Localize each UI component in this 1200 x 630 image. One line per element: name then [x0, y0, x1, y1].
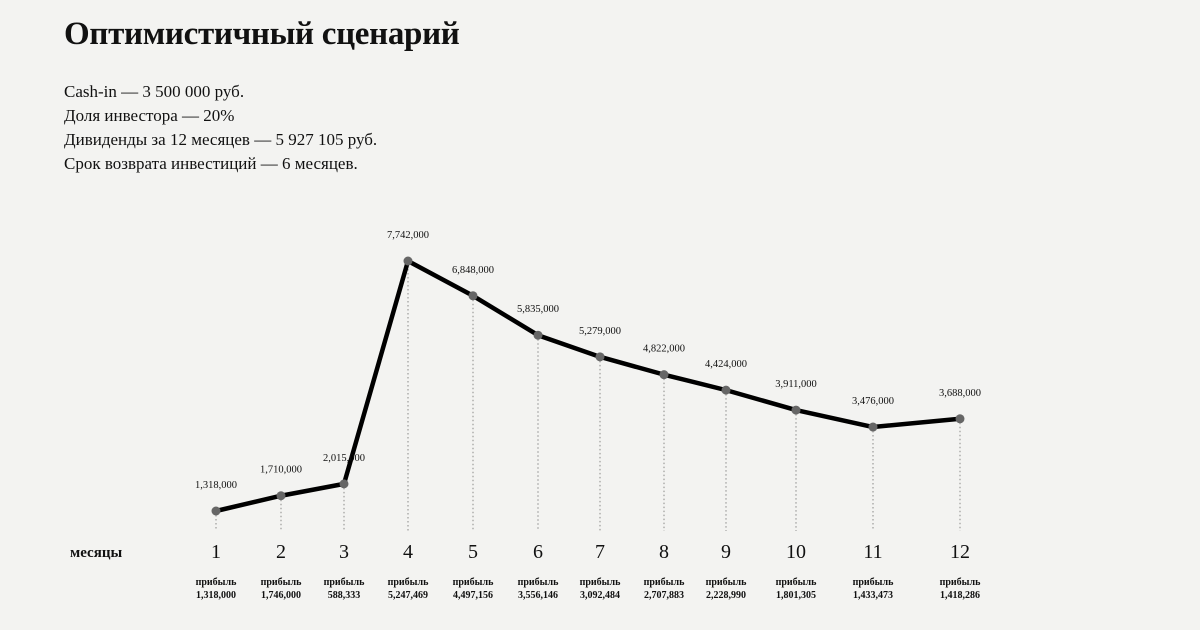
data-point-12: [955, 414, 965, 424]
profit-value-3: 588,333: [328, 590, 361, 601]
value-label-8: 4,822,000: [643, 344, 685, 355]
x-tick-label-7: 7: [595, 541, 605, 563]
value-label-4: 7,742,000: [387, 230, 429, 241]
profit-value-5: 4,497,156: [453, 590, 493, 601]
x-tick-label-6: 6: [533, 541, 543, 563]
series-line-layer: [213, 258, 963, 514]
data-point-8: [659, 370, 669, 380]
data-point-10: [791, 405, 801, 415]
markers: [211, 256, 965, 516]
summary-block: Cash-in — 3 500 000 руб. Доля инвестора …: [64, 80, 377, 176]
data-point-4: [403, 256, 413, 266]
data-point-5: [468, 291, 478, 301]
profit-value-6: 3,556,146: [518, 590, 558, 601]
data-point-6: [533, 330, 543, 340]
profit-value-8: 2,707,883: [644, 590, 684, 601]
page-title: Оптимистичный сценарий: [64, 16, 460, 52]
x-tick-label-8: 8: [659, 541, 669, 563]
x-axis: месяцы 1 2 3 4 5 6 7 8 9 10 11 12: [70, 541, 970, 563]
x-tick-label-5: 5: [468, 541, 478, 563]
profit-labels: прибыль 1,318,000 прибыль 1,746,000 прибыль 5…: [196, 577, 982, 601]
value-label-2: 1,710,000: [260, 465, 302, 476]
profit-caption-10: прибыль: [776, 577, 818, 588]
data-point-1: [211, 506, 221, 516]
profit-caption-12: прибыль: [940, 577, 982, 588]
profit-caption-7: прибыль: [580, 577, 622, 588]
profit-value-10: 1,801,305: [776, 590, 816, 601]
x-axis-label: месяцы: [70, 545, 122, 561]
profit-value-1: 1,318,000: [196, 590, 236, 601]
profit-caption-9: прибыль: [706, 577, 748, 588]
profit-caption-4: прибыль: [388, 577, 430, 588]
dotted-guides: [215, 261, 961, 531]
profit-value-12: 1,418,286: [940, 590, 980, 601]
value-label-7: 5,279,000: [579, 326, 621, 337]
summary-payback: Срок возврата инвестиций — 6 месяцев.: [64, 154, 358, 173]
profit-value-9: 2,228,990: [706, 590, 746, 601]
profit-value-4: 5,247,469: [388, 590, 428, 601]
profit-caption-6: прибыль: [518, 577, 560, 588]
summary-investor-share: Доля инвестора — 20%: [64, 106, 235, 125]
profit-caption-11: прибыль: [853, 577, 895, 588]
value-label-9: 4,424,000: [705, 359, 747, 370]
x-tick-label-1: 1: [211, 541, 221, 563]
x-tick-label-11: 11: [863, 541, 882, 563]
series-line: [213, 258, 963, 514]
x-tick-label-2: 2: [276, 541, 286, 563]
value-labels: 1,318,000 1,710,000 2,015,000 7,742,000 6,84…: [195, 230, 981, 491]
value-label-6: 5,835,000: [517, 304, 559, 315]
value-label-5: 6,848,000: [452, 265, 494, 276]
x-tick-label-3: 3: [339, 541, 349, 563]
value-label-12: 3,688,000: [939, 388, 981, 399]
profit-caption-5: прибыль: [453, 577, 495, 588]
x-tick-label-10: 10: [786, 541, 806, 563]
x-tick-label-9: 9: [721, 541, 731, 563]
profit-caption-3: прибыль: [324, 577, 366, 588]
profit-value-2: 1,746,000: [261, 590, 301, 601]
profit-caption-1: прибыль: [196, 577, 238, 588]
summary-dividends: Дивиденды за 12 месяцев — 5 927 105 руб.: [64, 130, 378, 149]
value-label-1: 1,318,000: [195, 480, 237, 491]
profit-value-7: 3,092,484: [580, 590, 620, 601]
profit-caption-8: прибыль: [644, 577, 686, 588]
data-point-3: [339, 479, 349, 489]
value-label-10: 3,911,000: [775, 379, 817, 390]
data-point-7: [595, 352, 605, 362]
x-tick-label-4: 4: [403, 541, 413, 563]
data-point-11: [868, 422, 878, 432]
data-point-9: [721, 385, 731, 395]
x-tick-label-12: 12: [950, 541, 970, 563]
profit-value-11: 1,433,473: [853, 590, 893, 601]
value-label-11: 3,476,000: [852, 396, 894, 407]
value-label-3: 2,015,000: [323, 453, 365, 464]
profit-caption-2: прибыль: [261, 577, 303, 588]
summary-cash-in: Cash-in — 3 500 000 руб.: [64, 82, 245, 101]
data-point-2: [276, 491, 286, 501]
